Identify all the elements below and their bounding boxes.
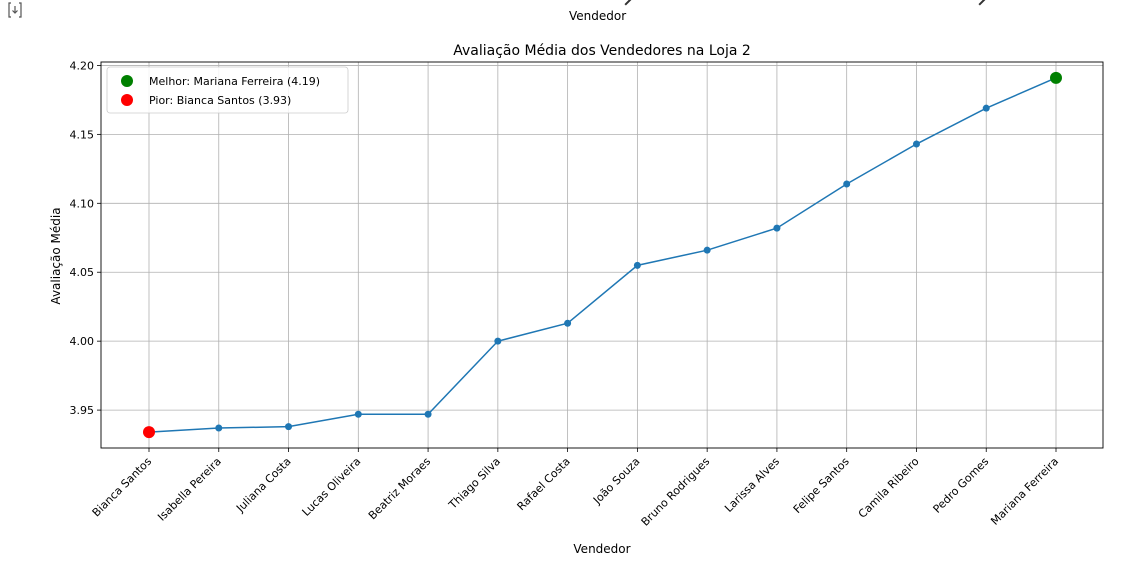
y-tick-label: 4.15 (70, 128, 95, 141)
x-tick-label: João Souza (590, 455, 642, 507)
legend-marker-worst (121, 94, 133, 106)
series-line (148, 77, 1057, 433)
x-tick-label: Rafael Costa (515, 455, 573, 513)
x-tick-label: Bruno Rodrigues (639, 455, 713, 529)
legend-label-best: Melhor: Mariana Ferreira (4.19) (149, 75, 320, 88)
x-tick-label: Pedro Gomes (931, 455, 992, 516)
x-tick-label: Larissa Alves (722, 455, 782, 515)
best-point-marker (1050, 71, 1062, 84)
x-tick-label: Bianca Santos (90, 455, 155, 520)
data-point (912, 140, 920, 148)
data-point (982, 104, 990, 112)
x-tick-label: Thiago Silva (446, 455, 503, 512)
previous-chart-xlabel: Vendedor (569, 9, 627, 23)
y-axis-label: Avaliação Média (49, 207, 63, 304)
chart-title: Avaliação Média dos Vendedores na Loja 2 (453, 43, 751, 59)
legend: Melhor: Mariana Ferreira (4.19) Pior: Bia… (106, 66, 349, 114)
data-point (773, 224, 781, 232)
data-point (285, 423, 293, 431)
x-axis-label: Vendedor (573, 542, 630, 556)
x-tick-label: Juliana Costa (233, 455, 293, 515)
x-tick-label: Isabella Pereira (155, 455, 224, 524)
data-point (354, 410, 362, 418)
plot-frame (100, 61, 1104, 449)
output-redirect-icon (8, 2, 22, 18)
x-tick-label: Beatriz Moraes (366, 455, 434, 523)
data-point (494, 337, 502, 345)
x-tick-label: Mariana Ferreira (988, 455, 1061, 528)
data-point (703, 246, 711, 254)
legend-box (106, 66, 349, 114)
legend-label-worst: Pior: Bianca Santos (3.93) (149, 94, 291, 107)
y-tick-label: 3.95 (70, 404, 95, 417)
y-tick-label: 4.00 (70, 335, 95, 348)
x-tick-labels: Bianca Santos Isabella Pereira Juliana Cos… (90, 455, 1061, 529)
data-point (215, 424, 223, 432)
data-point (843, 180, 851, 188)
axes (97, 61, 1104, 452)
y-tick-labels: 3.95 4.00 4.05 4.10 4.15 4.20 (70, 59, 95, 417)
y-tick-label: 4.10 (70, 197, 95, 210)
data-point (633, 261, 641, 269)
series-layer (143, 71, 1062, 439)
y-tick-label: 4.20 (70, 59, 95, 72)
x-tick-label: Felipe Santos (791, 455, 852, 516)
grid-lines (101, 62, 1103, 448)
y-tick-label: 4.05 (70, 266, 95, 279)
legend-marker-best (121, 75, 133, 87)
x-tick-label: Lucas Oliveira (300, 455, 364, 519)
data-point (564, 319, 572, 327)
x-tick-label: Camila Ribeiro (856, 455, 922, 521)
data-point (424, 410, 432, 418)
worst-point-marker (143, 426, 155, 439)
